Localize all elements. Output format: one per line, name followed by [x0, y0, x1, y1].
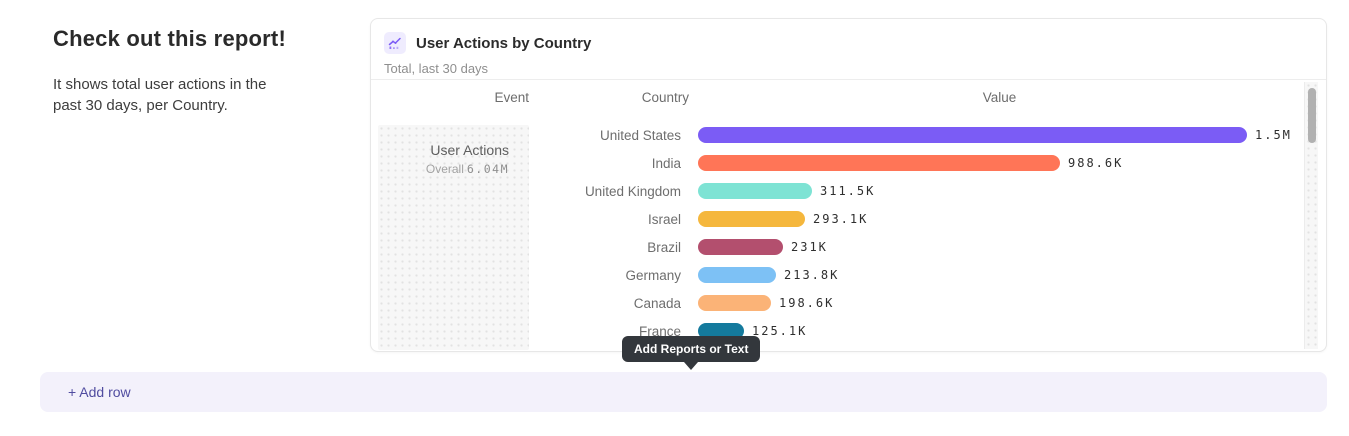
report-subtitle: Total, last 30 days — [384, 61, 489, 76]
bar[interactable] — [698, 239, 783, 255]
country-label: Canada — [633, 295, 681, 311]
table-row: Canada 198.6K — [371, 289, 1299, 317]
column-header-country: Country — [641, 90, 689, 105]
value-label: 231K — [791, 240, 828, 254]
bar[interactable] — [698, 295, 771, 311]
bar[interactable] — [698, 211, 805, 227]
value-label: 311.5K — [820, 184, 876, 198]
country-label: Israel — [647, 211, 681, 227]
value-label: 988.6K — [1068, 156, 1124, 170]
scrollbar-thumb[interactable] — [1308, 88, 1316, 143]
table-row: United Kingdom 311.5K — [371, 177, 1299, 205]
page-title: Check out this report! — [53, 26, 286, 51]
combo-chart-icon — [384, 32, 406, 54]
country-label: France — [638, 323, 681, 339]
event-overall: Overall 6.04M — [425, 162, 509, 176]
intro-text-block: Check out this report! It shows total us… — [53, 26, 303, 116]
value-label: 213.8K — [784, 268, 840, 282]
report-table: Event Country Value User Actions Overall… — [371, 80, 1326, 351]
table-row: India 988.6K — [371, 149, 1299, 177]
tooltip-caret-icon — [684, 362, 699, 370]
country-label: Germany — [625, 267, 681, 283]
tooltip-label: Add Reports or Text — [634, 342, 749, 356]
event-cell: User Actions Overall 6.04M — [378, 125, 529, 350]
table-row: United States 1.5M — [371, 121, 1299, 149]
value-label: 1.5M — [1255, 128, 1292, 142]
add-row-label: + Add row — [68, 384, 131, 400]
country-label: Brazil — [647, 239, 681, 255]
table-row: Germany 213.8K — [371, 261, 1299, 289]
add-row-button[interactable]: + Add row — [40, 372, 1327, 412]
intro-description: It shows total user actions in the past … — [53, 76, 267, 114]
table-header-row: Event Country Value — [371, 90, 1326, 110]
value-label: 125.1K — [752, 324, 808, 338]
value-label: 198.6K — [779, 296, 835, 310]
column-header-event: Event — [494, 90, 529, 105]
report-card-header: User Actions by Country Total, last 30 d… — [371, 19, 1326, 80]
column-header-value: Value — [982, 90, 1017, 105]
bar[interactable] — [698, 323, 744, 339]
table-row: Israel 293.1K — [371, 205, 1299, 233]
table-row: France 125.1K — [371, 317, 1299, 345]
report-card: User Actions by Country Total, last 30 d… — [370, 18, 1327, 352]
bar[interactable] — [698, 127, 1247, 143]
table-row: Brazil 231K — [371, 233, 1299, 261]
bar[interactable] — [698, 183, 812, 199]
bar-rows: United States 1.5M India 988.6K United Kingd… — [371, 121, 1299, 345]
bar[interactable] — [698, 155, 1060, 171]
value-label: 293.1K — [813, 212, 869, 226]
report-title[interactable]: User Actions by Country — [416, 34, 592, 52]
scrollbar-track[interactable] — [1304, 82, 1318, 349]
country-label: United States — [599, 127, 681, 143]
add-reports-tooltip: Add Reports or Text — [622, 336, 761, 370]
bar[interactable] — [698, 267, 776, 283]
country-label: United Kingdom — [584, 183, 681, 199]
event-name: User Actions — [430, 142, 509, 158]
country-label: India — [651, 155, 681, 171]
